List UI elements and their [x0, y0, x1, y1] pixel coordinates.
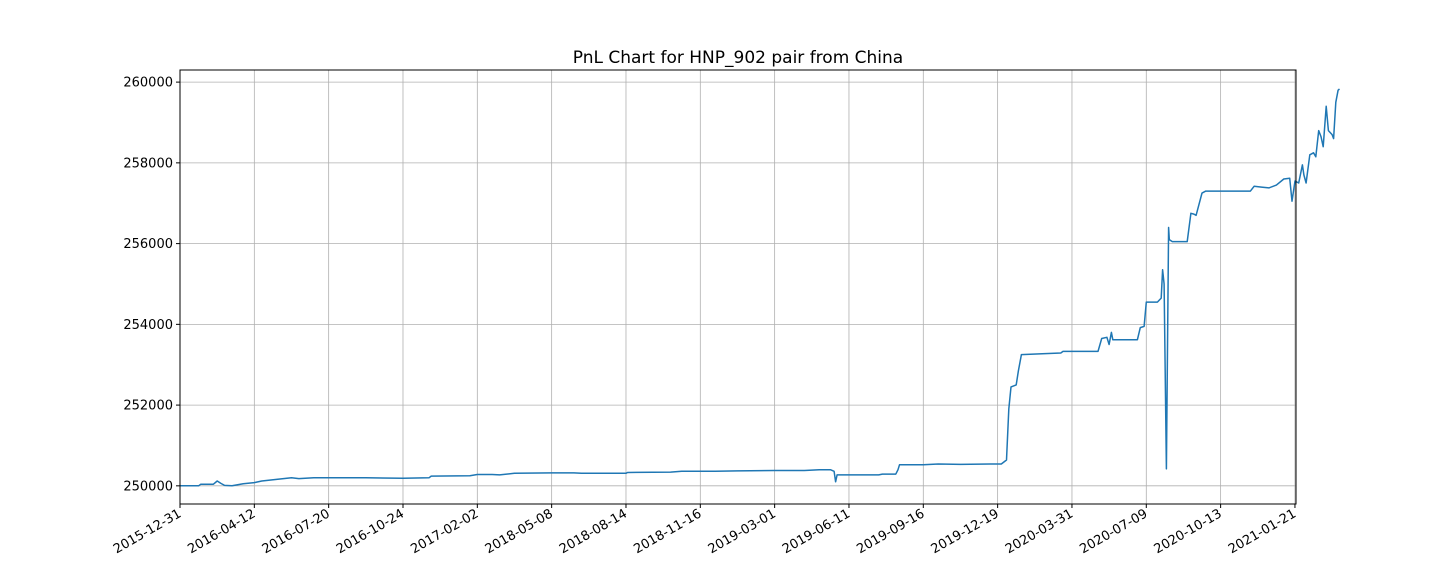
- x-tick-label: 2016-10-24: [334, 506, 407, 557]
- x-tick-label: 2019-12-19: [929, 506, 1002, 557]
- x-tick-label: 2019-03-01: [706, 506, 779, 557]
- y-tick-label: 260000: [123, 76, 173, 91]
- pnl-series-line: [180, 88, 1340, 487]
- y-tick-label: 258000: [123, 156, 173, 171]
- x-tick-label: 2017-02-02: [408, 506, 481, 557]
- grid-lines: [179, 70, 1296, 504]
- x-tick-label: 2021-01-21: [1226, 506, 1299, 557]
- y-tick-label: 250000: [123, 479, 173, 494]
- x-tick-label: 2019-06-11: [780, 506, 853, 557]
- x-tick-label: 2016-04-12: [185, 506, 258, 557]
- x-tick-label: 2020-07-09: [1077, 506, 1150, 557]
- axes-frame: [179, 69, 1297, 505]
- x-tick-label: 2019-09-16: [854, 506, 927, 557]
- x-axis-ticks: 2015-12-31 2016-04-12 2016-07-20 2016-10-24…: [111, 504, 1299, 557]
- y-tick-label: 254000: [123, 318, 173, 333]
- axes: [179, 69, 1297, 505]
- x-tick-label: 2018-11-16: [631, 506, 704, 557]
- plot-area: [180, 88, 1340, 487]
- x-tick-label: 2016-07-20: [260, 506, 333, 557]
- x-tick-label: 2018-05-08: [483, 506, 556, 557]
- y-tick-label: 252000: [123, 399, 173, 414]
- y-axis-ticks: 250000 252000 254000 256000 258000 260000: [123, 76, 180, 494]
- y-tick-label: 256000: [123, 237, 173, 252]
- chart-title: PnL Chart for HNP_902 pair from China: [573, 48, 903, 68]
- x-tick-label: 2018-08-14: [557, 506, 630, 557]
- x-tick-label: 2015-12-31: [111, 506, 184, 557]
- x-tick-label: 2020-03-31: [1003, 506, 1076, 557]
- x-tick-label: 2020-10-13: [1152, 506, 1225, 557]
